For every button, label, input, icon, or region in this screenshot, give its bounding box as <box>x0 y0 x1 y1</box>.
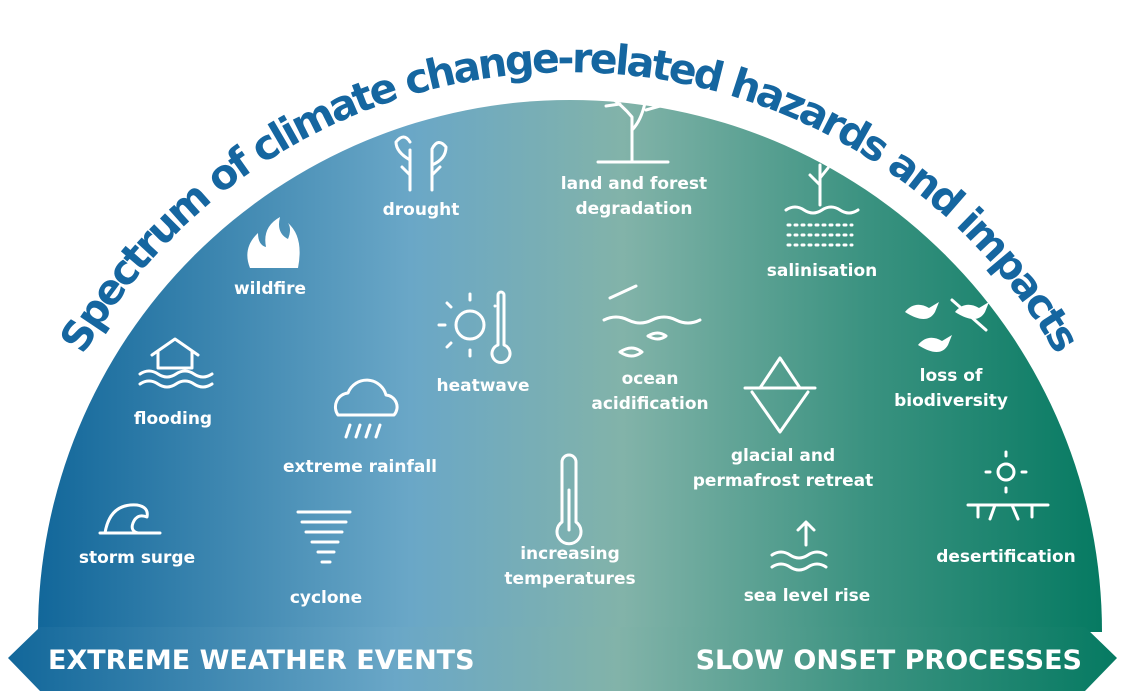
hazard-label: wildfire <box>234 279 306 299</box>
icon-flooding <box>138 337 214 389</box>
icon-rainfall <box>333 378 399 439</box>
hazard-label: flooding <box>134 409 212 429</box>
hazard-label: salinisation <box>767 261 878 281</box>
hazard-label: acidification <box>591 394 708 414</box>
spectrum-arrow <box>8 627 1117 691</box>
icons <box>98 95 1050 572</box>
hazard-label: increasing <box>520 544 620 564</box>
icon-sea-level <box>770 520 828 572</box>
icon-heatwave <box>437 290 512 364</box>
hazard-label: storm surge <box>79 548 195 568</box>
hazard-label: ocean <box>622 369 679 389</box>
hazard-label: sea level rise <box>744 586 871 606</box>
hazard-label: degradation <box>575 199 692 219</box>
hazard-label: permafrost retreat <box>693 471 873 491</box>
spectrum-left: EXTREME WEATHER EVENTS <box>48 645 475 676</box>
hazard-labels: storm surge flooding wildfire extreme rainf… <box>79 174 1076 608</box>
icon-desertification <box>966 450 1050 521</box>
hazard-label: cyclone <box>290 588 362 608</box>
icon-wildfire <box>247 217 300 268</box>
icon-desert-sun <box>996 462 1016 482</box>
hazard-label: heatwave <box>436 376 529 396</box>
icon-drought <box>394 135 448 192</box>
icon-thermometer <box>555 453 583 546</box>
hazard-label: land and forest <box>561 174 707 194</box>
icon-degradation <box>596 95 670 164</box>
hazard-label: desertification <box>936 547 1076 567</box>
hazard-label: biodiversity <box>894 391 1008 411</box>
icon-glacier <box>743 356 817 434</box>
spectrum-right: SLOW ONSET PROCESSES <box>696 645 1082 676</box>
hazard-label: extreme rainfall <box>283 457 437 477</box>
hazard-label: temperatures <box>504 569 635 589</box>
icon-cyclone <box>296 510 352 564</box>
dome <box>38 100 1102 632</box>
icon-cross <box>950 298 988 332</box>
icon-ocean <box>602 284 702 358</box>
icon-salinisation <box>784 163 860 215</box>
icon-storm-surge <box>98 503 162 535</box>
icon-sun <box>454 309 486 341</box>
hazard-label: drought <box>383 200 460 220</box>
hazard-label: loss of <box>920 366 983 386</box>
hazard-label: glacial and <box>731 446 835 466</box>
